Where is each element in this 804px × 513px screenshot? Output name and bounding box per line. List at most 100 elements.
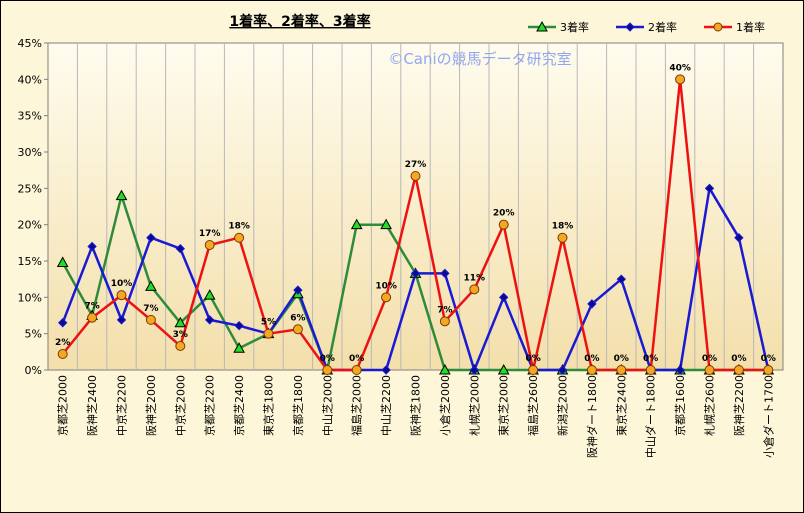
data-point: [616, 365, 627, 375]
y-tick-label: 25%: [18, 182, 42, 195]
y-tick-label: 15%: [18, 255, 42, 268]
data-label: 2%: [55, 338, 70, 348]
data-point: [57, 318, 68, 328]
data-point: [586, 365, 597, 375]
y-tick-label: 10%: [18, 291, 42, 304]
data-label: 0%: [761, 354, 776, 364]
legend-label: 2着率: [648, 20, 677, 34]
data-point: [116, 315, 127, 325]
data-label: 18%: [228, 222, 250, 232]
data-point: [497, 363, 510, 375]
plot-area: [47, 42, 784, 371]
data-point: [439, 363, 451, 375]
data-point: [380, 218, 392, 230]
data-point: [175, 243, 186, 254]
data-labels: 2% 7% 10% 7% 3% 17% 18% 5% 6% 0% 0% 10% 27% 7% 11% 20% 0…: [55, 63, 776, 364]
data-point: [322, 365, 333, 375]
data-point: [203, 289, 216, 300]
legend-marker: [536, 20, 548, 32]
data-point: [440, 268, 450, 279]
data-point: [204, 240, 215, 251]
data-label: 20%: [493, 209, 515, 219]
data-point: [528, 365, 539, 375]
data-label: 7%: [437, 305, 452, 315]
data-point: [645, 365, 656, 375]
data-point: [734, 233, 744, 243]
x-tick-label: 小倉ダート1700: [761, 375, 775, 458]
legend: 3着率 2着率 1着率: [528, 20, 765, 34]
data-point: [675, 365, 685, 375]
data-point: [87, 312, 98, 323]
y-tick-label: 45%: [18, 37, 42, 50]
data-point: [675, 74, 686, 85]
y-tick-label: 20%: [18, 219, 42, 232]
data-point: [410, 268, 421, 279]
data-point: [204, 315, 215, 325]
data-point: [351, 365, 362, 375]
chart-title: 1着率、2着率、3着率: [229, 13, 370, 30]
x-tick-label: 阪神芝1800: [409, 375, 423, 436]
data-point: [469, 365, 480, 375]
x-tick-label: 福島芝2600: [526, 375, 540, 436]
x-tick-label: 京都芝1800: [291, 375, 305, 436]
x-tick-label: 阪神芝2000: [144, 375, 158, 436]
data-label: 10%: [375, 281, 397, 291]
data-point: [116, 290, 127, 301]
data-point: [293, 285, 303, 295]
series-markers: [56, 74, 775, 375]
data-point: [704, 183, 715, 194]
legend-label: 1着率: [736, 20, 765, 34]
data-label: 5%: [261, 318, 276, 328]
data-point: [616, 274, 627, 284]
data-point: [469, 284, 480, 295]
data-point: [292, 324, 303, 335]
data-point: [175, 341, 186, 352]
data-point: [557, 232, 568, 243]
data-point: [704, 365, 715, 375]
x-tick-label: 小倉芝2000: [438, 375, 452, 436]
data-point: [233, 342, 245, 353]
data-label: 0%: [320, 354, 335, 364]
y-tick-label: 30%: [18, 146, 42, 159]
y-tick-label: 0%: [25, 364, 42, 377]
x-tick-label: 中山ダート1800: [644, 375, 658, 458]
x-tick-label: 東京芝1800: [262, 375, 276, 436]
y-tick-label: 35%: [18, 110, 42, 123]
x-tick-label: 阪神芝2200: [732, 375, 746, 436]
data-label: 3%: [173, 330, 188, 340]
data-label: 40%: [669, 63, 691, 73]
data-label: 18%: [552, 222, 574, 232]
x-tick-label: 中京芝2000: [173, 375, 187, 436]
x-tick-label: 京都芝1600: [673, 375, 687, 436]
data-point: [733, 365, 744, 375]
data-point: [56, 256, 69, 267]
data-point: [263, 328, 274, 339]
data-label: 0%: [731, 354, 746, 364]
data-point: [115, 189, 128, 201]
data-label: 17%: [199, 229, 221, 239]
data-label: 0%: [584, 354, 599, 364]
x-tick-label: 阪神ダート1800: [585, 375, 599, 458]
x-tick-label: 中山芝2200: [380, 375, 393, 436]
x-tick-label: 京都芝2000: [56, 375, 70, 436]
data-label: 0%: [702, 354, 717, 364]
x-axis: 京都芝2000 阪神芝2400 中京芝2200 阪神芝2000 中京芝2000 京都芝22…: [56, 375, 776, 458]
data-point: [763, 365, 774, 375]
data-point: [498, 292, 509, 303]
data-point: [87, 241, 97, 252]
data-point: [410, 170, 421, 181]
data-label: 7%: [84, 302, 99, 312]
data-point: [381, 292, 392, 303]
x-tick-label: 阪神芝2400: [85, 375, 99, 436]
data-point: [234, 320, 244, 331]
data-label: 0%: [525, 354, 540, 364]
x-tick-label: 東京芝2400: [614, 375, 628, 436]
grid-lines: [76, 43, 755, 370]
data-point: [439, 316, 450, 327]
data-point: [587, 299, 597, 309]
data-point: [557, 365, 568, 375]
data-label: 7%: [143, 304, 158, 314]
legend-marker: [713, 22, 723, 32]
data-label: 11%: [464, 273, 486, 283]
data-label: 0%: [643, 354, 658, 364]
